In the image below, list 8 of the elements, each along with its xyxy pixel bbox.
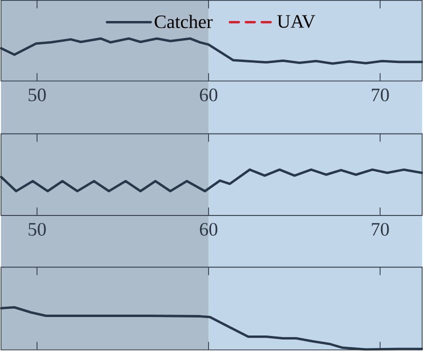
x-tick-label: 50 — [28, 88, 46, 102]
x-tick-label: 70 — [372, 88, 389, 102]
x-tick-label: 50 — [28, 223, 46, 236]
x-tick-label: 60 — [200, 223, 218, 236]
legend-label: UAV — [277, 15, 316, 28]
legend-label: Catcher — [154, 15, 213, 28]
x-tick-label: 60 — [200, 88, 218, 102]
x-tick-label: 70 — [372, 223, 389, 236]
